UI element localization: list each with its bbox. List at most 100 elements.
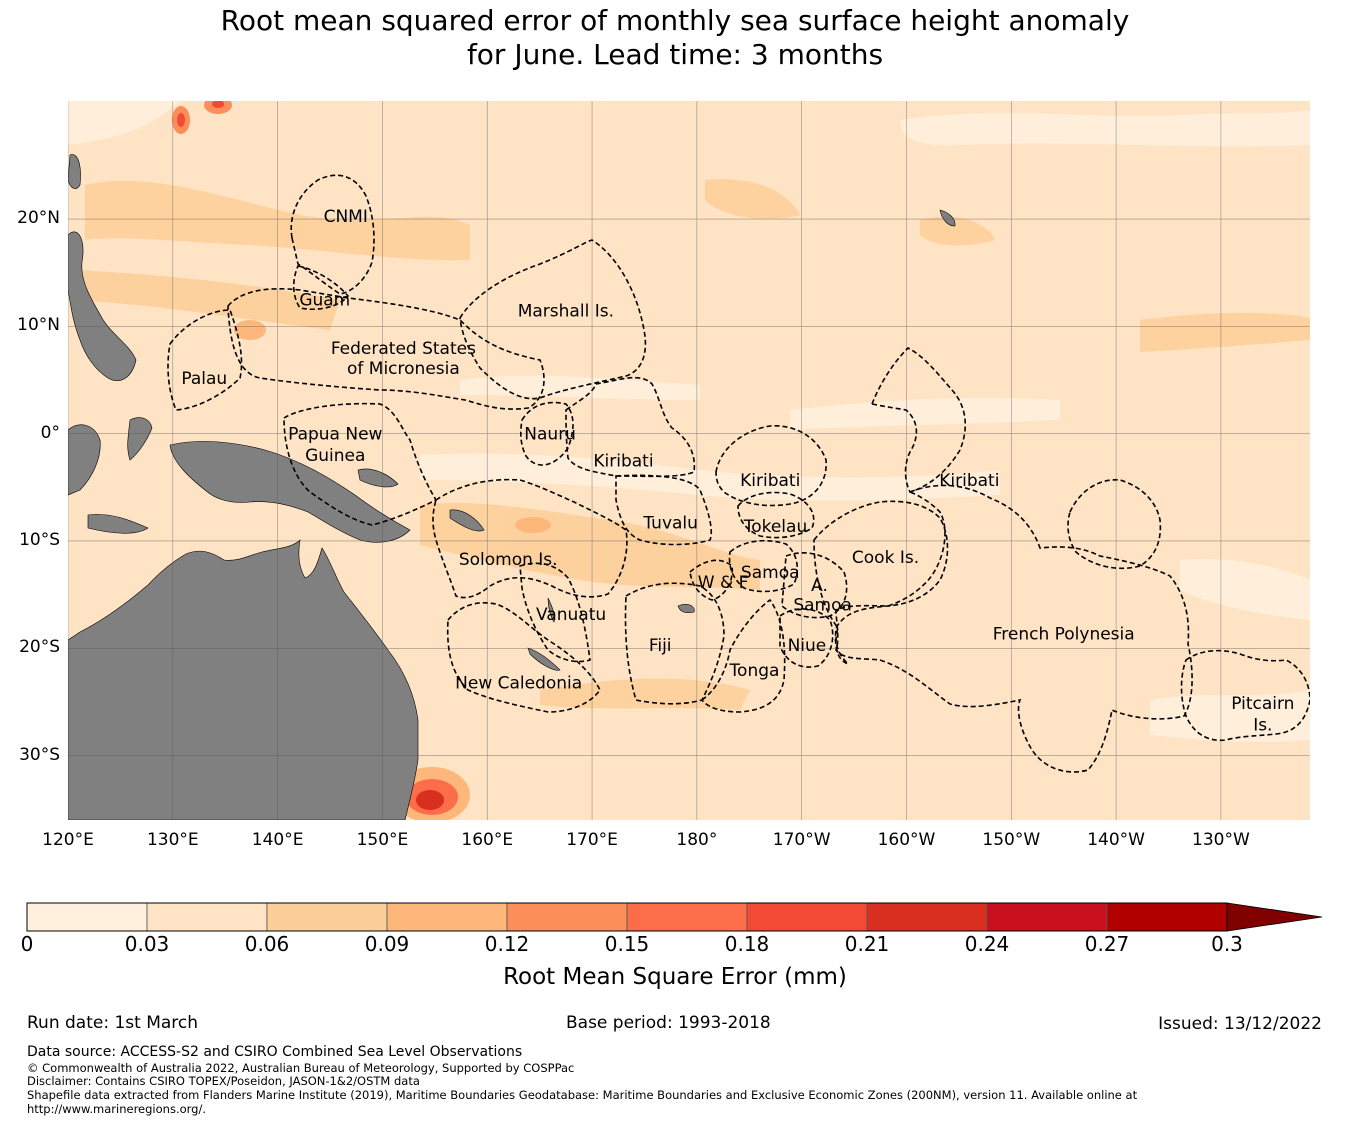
eez-boundary-cook (813, 500, 949, 665)
copyright-note: © Commonwealth of Australia 2022, Austra… (27, 1061, 575, 1075)
eez-boundary-png (283, 402, 438, 526)
eez-boundary-wallis-futuna (689, 559, 734, 601)
australia-landmass (68, 539, 419, 820)
base-period: Base period: 1993-2018 (566, 1013, 771, 1033)
eez-label: of Micronesia (347, 359, 460, 379)
eez-boundary-vanuatu (519, 562, 591, 663)
eez-label: Papua New (288, 425, 382, 445)
eez-boundary-nauru (520, 401, 574, 466)
solomon-islands-landmass (449, 509, 485, 532)
new-britain-landmass (357, 468, 399, 488)
eez-boundary-samoa (728, 539, 799, 593)
eez-label: Palau (181, 369, 227, 389)
eez-label: CNMI (324, 207, 368, 227)
graticule (68, 101, 1310, 820)
vanuatu-landmass (547, 597, 555, 623)
eez-boundary-niue (779, 608, 834, 668)
eez-label: Marshall Is. (518, 301, 614, 321)
eez-boundary-tuvalu (615, 474, 713, 546)
lon-tick-label: 140°E (251, 830, 304, 850)
colorbar-segment (1106, 902, 1228, 932)
lat-tick-label: 0° (40, 422, 60, 443)
map-title-line2: for June. Lead time: 3 months (466, 38, 884, 71)
eez-label: Vanuatu (536, 605, 606, 625)
lon-tick-label: 150°W (982, 830, 1041, 850)
eez-boundary-french-polynesia (835, 484, 1193, 773)
fiji-landmass (677, 604, 695, 614)
colorbar-segment (266, 902, 388, 932)
colorbar-tick-label: 0.27 (1084, 932, 1130, 956)
borneo-landmass (68, 424, 101, 496)
lon-tick-label: 160°W (877, 830, 936, 850)
data-source-note: Data source: ACCESS-S2 and CSIRO Combine… (27, 1044, 523, 1060)
colorbar-tick-label: 0.21 (844, 932, 890, 956)
eez-boundary-fiji (624, 582, 725, 705)
colorbar-segment (626, 902, 748, 932)
eez-boundary-cnmi (290, 174, 375, 295)
eez-label: Samoa (793, 595, 852, 615)
eez-label: Cook Is. (852, 548, 919, 568)
taiwan-landmass (68, 154, 81, 189)
eez-label: New Caledonia (455, 674, 582, 694)
lon-tick-label: 120°E (42, 830, 94, 850)
lon-tick-label: 180° (676, 830, 718, 850)
eez-boundary-palau (167, 309, 243, 411)
eez-label: Niue (788, 636, 827, 656)
eez-label: Federated States (331, 339, 476, 359)
colorbar-label: Root Mean Square Error (mm) (503, 964, 847, 990)
colorbar-segment (746, 902, 868, 932)
eez-label: Nauru (524, 425, 576, 445)
shapefile-url: http://www.marineregions.org/. (27, 1102, 206, 1116)
lat-tick-label: 10°N (17, 315, 60, 336)
eez-label: Is. (1253, 715, 1272, 735)
colorbar-segment (506, 902, 628, 932)
disclaimer-note: Disclaimer: Contains CSIRO TOPEX/Poseido… (27, 1074, 420, 1088)
colorbar-extend-arrow (1226, 902, 1323, 932)
new-caledonia-landmass (527, 647, 561, 671)
eez-boundary-marshall (459, 239, 647, 400)
eez-boundary-guam (292, 265, 350, 311)
eez-label: Guinea (305, 446, 365, 466)
shapefile-note: Shapefile data extracted from Flanders M… (27, 1088, 1138, 1102)
colorbar-segment (986, 902, 1108, 932)
colorbar-tick-label: 0.09 (364, 932, 410, 956)
lon-tick-label: 150°E (356, 830, 409, 850)
eez-label: Tonga (729, 661, 780, 681)
eez-label: Kiribati (593, 452, 653, 472)
eez-label: Tuvalu (642, 514, 698, 534)
hawaii-landmass (939, 209, 956, 227)
eez-boundary-kiribati-gilbert (565, 376, 696, 478)
lon-tick-label: 130°W (1192, 830, 1250, 850)
colorbar-tick-label: 0.03 (124, 932, 170, 956)
colorbar-outline (26, 902, 1228, 932)
eez-boundary-tonga (700, 598, 786, 713)
eez-label: Samoa (741, 563, 800, 583)
eez-boundary-pitcairn (1180, 649, 1310, 742)
eez-label: Fiji (649, 636, 672, 656)
eez-label: Guam (299, 291, 350, 311)
colorbar-segment (146, 902, 268, 932)
landmasses (68, 154, 956, 820)
run-date: Run date: 1st March (27, 1013, 199, 1033)
eez-boundary-solomon (432, 478, 628, 599)
lon-tick-label: 160°E (461, 830, 514, 850)
lat-tick-label: 20°N (17, 208, 60, 229)
colorbar-tick-label: 0.12 (484, 932, 530, 956)
eez-boundaries (167, 174, 1310, 773)
eez-label: Kiribati (740, 471, 800, 491)
lat-tick-label: 20°S (19, 637, 60, 658)
lon-tick-label: 170°W (772, 830, 831, 850)
lon-tick-label: 130°E (146, 830, 199, 850)
eez-boundary-new-caledonia (446, 602, 601, 713)
eez-boundary-kiribati-line (870, 347, 967, 493)
colorbar-tick-label: 0.3 (1211, 932, 1243, 956)
eez-boundary-american-samoa (781, 552, 848, 619)
colorbar-tick-label: 0.06 (244, 932, 290, 956)
eez-label: Kiribati (939, 471, 999, 491)
colorbar-segment (26, 902, 148, 932)
colorbar-segment (386, 902, 508, 932)
philippines-landmass (68, 231, 137, 381)
eez-label: Pitcairn (1231, 694, 1294, 714)
eez-label: Solomon Is. (459, 550, 558, 570)
